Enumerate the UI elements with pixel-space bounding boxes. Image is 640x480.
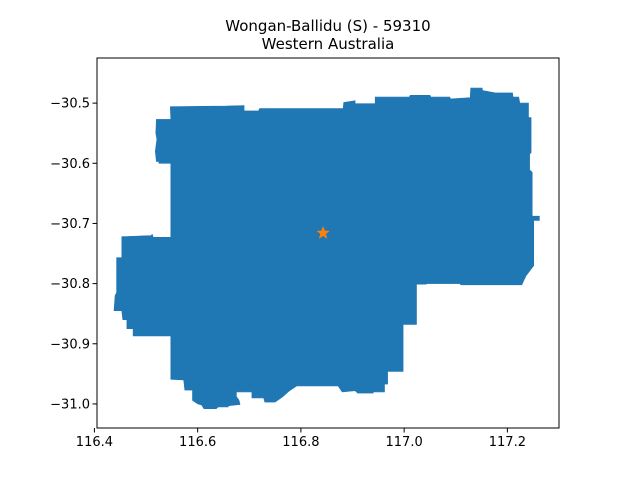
x-tick-label: 116.6	[179, 435, 216, 450]
chart-title-line-2: Western Australia	[261, 35, 395, 53]
y-tick-label: −30.5	[50, 97, 90, 112]
y-tick-label: −30.8	[50, 277, 90, 292]
x-tick-label: 116.8	[282, 435, 319, 450]
axes-frame	[96, 57, 560, 429]
star-marker	[316, 225, 330, 239]
y-tick-label: −30.9	[50, 337, 90, 352]
x-tick-label: 117.0	[386, 435, 423, 450]
chart-title-line-1: Wongan-Ballidu (S) - 59310	[225, 17, 431, 35]
y-tick-label: −31.0	[50, 397, 90, 412]
y-axis: −30.5 −30.6 −30.7 −30.8 −30.9 −31.0	[50, 97, 97, 412]
y-tick-label: −30.7	[50, 217, 90, 232]
x-tick-label: 116.4	[76, 435, 113, 450]
marker-layer	[316, 225, 330, 239]
x-axis: 116.4 116.6 116.8 117.0 117.2	[76, 428, 526, 450]
region-layer	[113, 87, 540, 410]
x-tick-label: 117.2	[489, 435, 526, 450]
y-tick-label: −30.6	[50, 157, 90, 172]
region-polygon	[113, 87, 540, 410]
